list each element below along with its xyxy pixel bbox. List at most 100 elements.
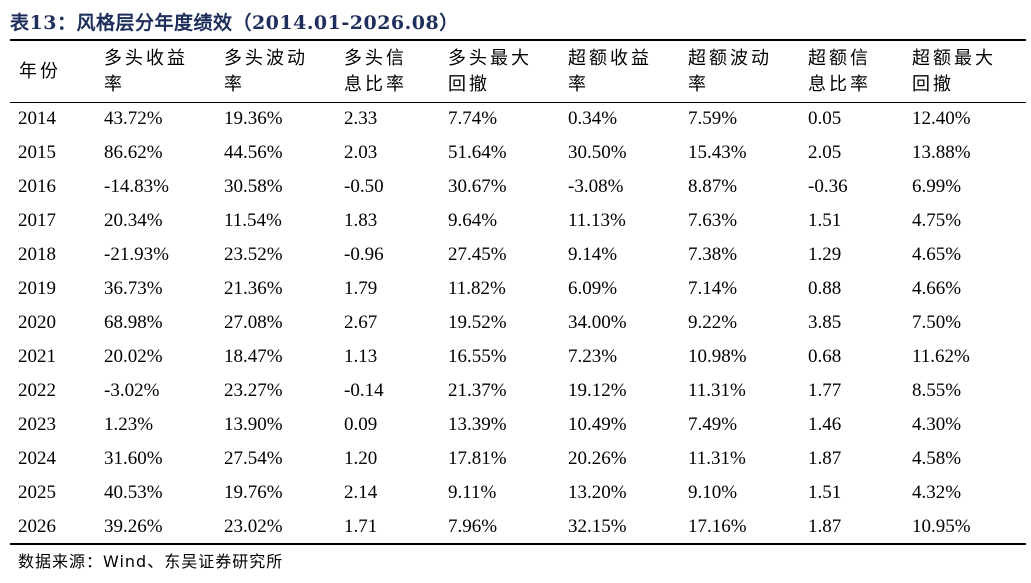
value-cell: 39.26% [104, 516, 163, 537]
table-top-rule [10, 39, 1026, 41]
value-cell: -14.83% [104, 176, 169, 197]
value-cell: 18.47% [224, 346, 283, 367]
value-cell: 9.14% [568, 244, 618, 265]
value-cell: 7.59% [688, 108, 738, 129]
value-cell: 30.67% [448, 176, 507, 197]
year-cell: 2025 [18, 482, 56, 503]
value-cell: 9.10% [688, 482, 738, 503]
value-cell: 0.05 [808, 108, 842, 129]
year-cell: 2018 [18, 244, 56, 265]
table-row: 2014 43.72% 19.36% 2.33 7.74% 0.34% 7.59% 0.05 1… [10, 102, 1026, 136]
value-cell: 0.68 [808, 346, 842, 367]
value-cell: 2.14 [344, 482, 378, 503]
value-cell: 1.79 [344, 278, 378, 299]
value-cell: 1.20 [344, 448, 378, 469]
value-cell: 1.87 [808, 516, 842, 537]
value-cell: 4.66% [912, 278, 962, 299]
value-cell: 23.02% [224, 516, 283, 537]
column-header-label: 多头最大 回撤 [448, 47, 532, 95]
table-row: 2026 39.26% 23.02% 1.71 7.96% 32.15% 17.16% 1.8… [10, 510, 1026, 544]
table-row: 2017 20.34% 11.54% 1.83 9.64% 11.13% 7.63% 1.51… [10, 204, 1026, 238]
value-cell: 2.03 [344, 142, 378, 163]
column-header-label: 年份 [19, 60, 61, 82]
value-cell: 27.45% [448, 244, 507, 265]
value-cell: 4.75% [912, 210, 962, 231]
value-cell: 2.67 [344, 312, 378, 333]
source-note: 数据来源：Wind、东吴证券研究所 [18, 552, 284, 571]
value-cell: 20.26% [568, 448, 627, 469]
value-cell: 11.31% [688, 380, 746, 401]
table-bottom-rule [10, 543, 1026, 545]
column-header: 多头信 息比率 [336, 41, 440, 102]
value-cell: 20.34% [104, 210, 163, 231]
value-cell: 27.54% [224, 448, 283, 469]
value-cell: 7.23% [568, 346, 618, 367]
table-header-rule [10, 102, 1026, 103]
value-cell: 9.64% [448, 210, 498, 231]
column-header-label: 超额波动 率 [688, 47, 772, 95]
value-cell: 7.63% [688, 210, 738, 231]
column-header: 超额信 息比率 [800, 41, 904, 102]
value-cell: 7.50% [912, 312, 962, 333]
year-cell: 2020 [18, 312, 56, 333]
value-cell: 9.11% [448, 482, 497, 503]
value-cell: 7.14% [688, 278, 738, 299]
column-header: 多头收益 率 [96, 41, 216, 102]
value-cell: 1.77 [808, 380, 842, 401]
value-cell: -3.02% [104, 380, 160, 401]
value-cell: 51.64% [448, 142, 507, 163]
value-cell: -21.93% [104, 244, 169, 265]
year-cell: 2023 [18, 414, 56, 435]
table-row: 2018 -21.93% 23.52% -0.96 27.45% 9.14% 7.38% 1.… [10, 238, 1026, 272]
value-cell: 21.37% [448, 380, 507, 401]
table-row: 2019 36.73% 21.36% 1.79 11.82% 6.09% 7.14% 0.88… [10, 272, 1026, 306]
value-cell: 12.40% [912, 108, 971, 129]
value-cell: 11.31% [688, 448, 746, 469]
value-cell: 19.52% [448, 312, 507, 333]
value-cell: 4.32% [912, 482, 962, 503]
column-header-label: 超额收益 率 [568, 47, 652, 95]
table-header-row: 年份 多头收益 率多头波动 率多头信 息比率 多头最大 回撤 超额收益 率超额波动 率… [10, 41, 1026, 102]
column-header-label: 多头波动 率 [224, 47, 308, 95]
value-cell: 9.22% [688, 312, 738, 333]
table-row: 2015 86.62% 44.56% 2.03 51.64% 30.50% 15.43% 2.… [10, 136, 1026, 170]
column-header: 超额收益 率 [560, 41, 680, 102]
value-cell: 16.55% [448, 346, 507, 367]
value-cell: 20.02% [104, 346, 163, 367]
table-row: 2020 68.98% 27.08% 2.67 19.52% 34.00% 9.22% 3.8… [10, 306, 1026, 340]
value-cell: -3.08% [568, 176, 624, 197]
year-cell: 2016 [18, 176, 56, 197]
value-cell: 4.58% [912, 448, 962, 469]
value-cell: 7.38% [688, 244, 738, 265]
column-header: 超额波动 率 [680, 41, 800, 102]
value-cell: 11.13% [568, 210, 626, 231]
value-cell: 1.83 [344, 210, 378, 231]
value-cell: 4.65% [912, 244, 962, 265]
value-cell: 7.74% [448, 108, 498, 129]
value-cell: -0.96 [344, 244, 384, 265]
value-cell: 23.27% [224, 380, 283, 401]
value-cell: -0.14 [344, 380, 384, 401]
value-cell: 0.09 [344, 414, 378, 435]
value-cell: 43.72% [104, 108, 163, 129]
year-cell: 2015 [18, 142, 56, 163]
table-title: 表13：风格层分年度绩效（2014.01-2026.08） [10, 12, 459, 34]
value-cell: 1.71 [344, 516, 378, 537]
column-header-label: 多头信 息比率 [344, 47, 407, 95]
value-cell: 7.96% [448, 516, 498, 537]
year-cell: 2026 [18, 516, 56, 537]
value-cell: 27.08% [224, 312, 283, 333]
value-cell: 2.33 [344, 108, 378, 129]
table-body: 2014 43.72% 19.36% 2.33 7.74% 0.34% 7.59% 0.05 1… [10, 102, 1026, 544]
year-cell: 2019 [18, 278, 56, 299]
column-header-label: 多头收益 率 [104, 47, 188, 95]
value-cell: 15.43% [688, 142, 747, 163]
value-cell: 13.88% [912, 142, 971, 163]
year-cell: 2014 [18, 108, 56, 129]
table-row: 2024 31.60% 27.54% 1.20 17.81% 20.26% 11.31% 1.… [10, 442, 1026, 476]
value-cell: -0.36 [808, 176, 848, 197]
value-cell: 68.98% [104, 312, 163, 333]
value-cell: 13.39% [448, 414, 507, 435]
value-cell: 1.51 [808, 210, 842, 231]
value-cell: 32.15% [568, 516, 627, 537]
